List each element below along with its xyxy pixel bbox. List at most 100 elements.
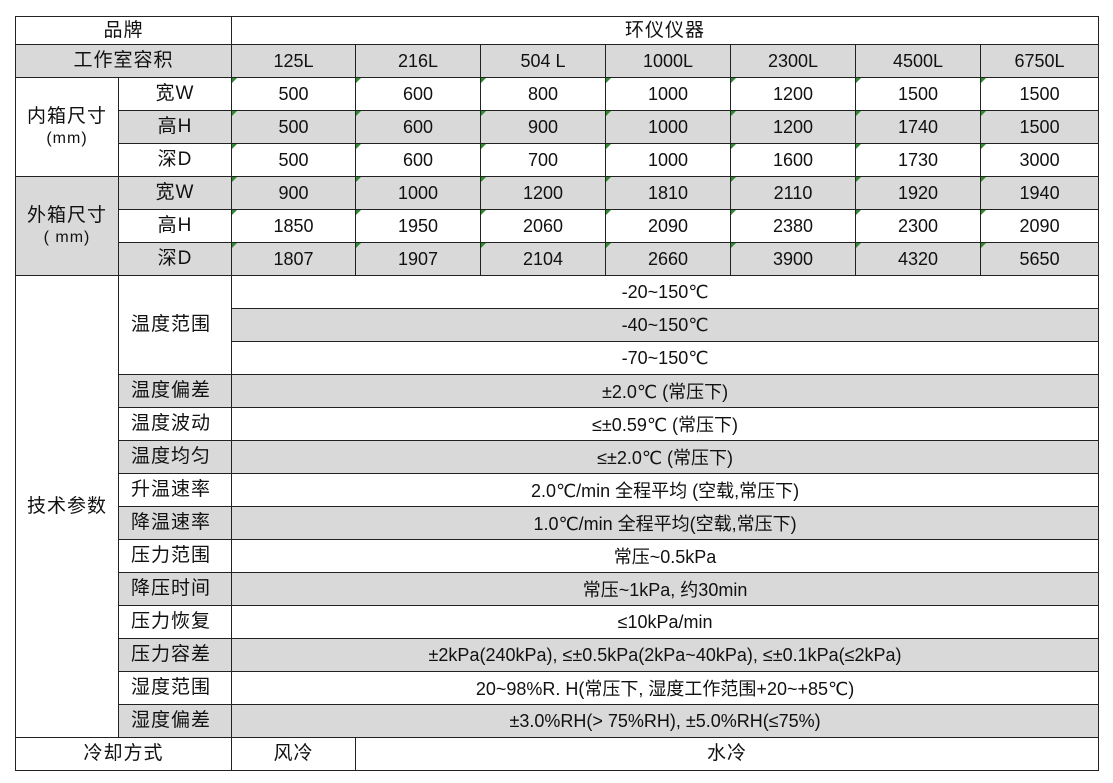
temp-range-row: -70~150℃: [16, 341, 1100, 375]
dimension-value: 1500: [855, 77, 982, 111]
dimension-value: 2300: [855, 209, 982, 243]
volume-header: 1000L: [605, 44, 732, 78]
dimension-value: 800: [480, 77, 607, 111]
tech-param-value: ±2.0℃ (常压下): [231, 374, 1100, 408]
tech-param-value: 2.0℃/min 全程平均 (空载,常压下): [231, 473, 1100, 507]
tech-param-value: ≤±2.0℃ (常压下): [231, 440, 1100, 474]
temp-range-row: 技术参数 温度范围 -20~150℃: [15, 275, 1100, 738]
dimension-label: 宽W: [117, 77, 233, 111]
tech-param-row: 压力范围 常压~0.5kPa: [16, 539, 1100, 573]
tech-param-name: 降压时间: [117, 572, 233, 606]
spec-table: 品牌 环仪仪器 工作室容积 125L 216L 504 L 1000L 2300L 450…: [14, 16, 1100, 771]
dimension-value: 2660: [605, 242, 732, 276]
tech-param-name: 压力范围: [117, 539, 233, 573]
tech-param-name: 压力恢复: [117, 605, 233, 639]
volume-header: 4500L: [855, 44, 982, 78]
dimension-value: 5650: [980, 242, 1100, 276]
cooling-water: 水冷: [355, 737, 1100, 771]
cooling-air: 风冷: [231, 737, 357, 771]
volume-label: 工作室容积: [14, 44, 233, 78]
dimension-label: 高H: [117, 209, 233, 243]
dimension-value: 900: [480, 110, 607, 144]
tech-param-row: 升温速率 2.0℃/min 全程平均 (空载,常压下): [16, 473, 1100, 507]
dimension-value: 1200: [730, 110, 857, 144]
outer-dim-row: 深D 1807 1907 2104 2660 3900 4320 5650: [16, 242, 1100, 276]
volume-header: 504 L: [480, 44, 607, 78]
dimension-value: 1950: [355, 209, 482, 243]
dimension-value: 1850: [231, 209, 357, 243]
dimension-value: 4320: [855, 242, 982, 276]
dimension-value: 500: [231, 143, 357, 177]
outer-dim-row: 外箱尺寸( mm) 宽W 900 1000 1200 1810 2110 1920 1940: [15, 176, 1100, 276]
temp-range-label: 温度范围: [117, 275, 233, 375]
tech-param-value: 1.0℃/min 全程平均(空载,常压下): [231, 506, 1100, 540]
outer-size-unit: ( mm): [43, 228, 91, 246]
inner-size-title: 内箱尺寸: [26, 106, 107, 128]
dimension-label: 深D: [117, 242, 233, 276]
tech-param-value: 常压~0.5kPa: [231, 539, 1100, 573]
dimension-value: 1730: [855, 143, 982, 177]
dimension-value: 2110: [730, 176, 857, 210]
dimension-value: 2090: [980, 209, 1100, 243]
tech-param-name: 降温速率: [117, 506, 233, 540]
inner-dim-row: 内箱尺寸 (mm) 宽W 500 600 800 1000 1200 1500 1500: [15, 77, 1100, 177]
dimension-value: 700: [480, 143, 607, 177]
dimension-value: 1810: [605, 176, 732, 210]
brand-label: 品牌: [14, 16, 233, 45]
tech-param-name: 压力容差: [117, 638, 233, 672]
temp-range-row: -40~150℃: [16, 308, 1100, 342]
dimension-value: 1500: [980, 110, 1100, 144]
dimension-value: 1500: [980, 77, 1100, 111]
inner-size-unit: (mm): [46, 129, 88, 147]
cooling-label: 冷却方式: [14, 737, 233, 771]
dimension-value: 1740: [855, 110, 982, 144]
outer-size-title: 外箱尺寸: [26, 205, 107, 227]
dimension-value: 3900: [730, 242, 857, 276]
dimension-value: 1000: [605, 77, 732, 111]
tech-param-name: 湿度范围: [117, 671, 233, 705]
volume-header: 125L: [231, 44, 357, 78]
dimension-value: 1000: [605, 110, 732, 144]
dimension-value: 600: [355, 77, 482, 111]
dimension-value: 1920: [855, 176, 982, 210]
dimension-label: 高H: [117, 110, 233, 144]
tech-param-row: 温度偏差 ±2.0℃ (常压下): [16, 374, 1100, 408]
outer-dim-row: 高H 1850 1950 2060 2090 2380 2300 2090: [16, 209, 1100, 243]
tech-params-label: 技术参数: [15, 275, 119, 738]
dimension-value: 600: [355, 143, 482, 177]
temp-range-value: -20~150℃: [231, 275, 1100, 309]
tech-param-value: 20~98%R. H(常压下, 湿度工作范围+20~+85℃): [231, 671, 1100, 705]
dimension-value: 1000: [355, 176, 482, 210]
tech-param-name: 升温速率: [117, 473, 233, 507]
dimension-value: 1000: [605, 143, 732, 177]
tech-param-value: ±2kPa(240kPa), ≤±0.5kPa(2kPa~40kPa), ≤±0…: [231, 638, 1100, 672]
dimension-value: 2090: [605, 209, 732, 243]
tech-param-row: 降温速率 1.0℃/min 全程平均(空载,常压下): [16, 506, 1100, 540]
dimension-value: 900: [231, 176, 357, 210]
tech-param-row: 湿度偏差 ±3.0%RH(> 75%RH), ±5.0%RH(≤75%): [16, 704, 1100, 738]
inner-dim-row: 高H 500 600 900 1000 1200 1740 1500: [16, 110, 1100, 144]
tech-param-name: 温度均匀: [117, 440, 233, 474]
dimension-value: 3000: [980, 143, 1100, 177]
tech-param-value: ±3.0%RH(> 75%RH), ±5.0%RH(≤75%): [231, 704, 1100, 738]
tech-param-name: 温度偏差: [117, 374, 233, 408]
inner-dim-row: 深D 500 600 700 1000 1600 1730 3000: [16, 143, 1100, 177]
dimension-value: 2060: [480, 209, 607, 243]
tech-param-name: 湿度偏差: [117, 704, 233, 738]
tech-param-row: 湿度范围 20~98%R. H(常压下, 湿度工作范围+20~+85℃): [16, 671, 1100, 705]
dimension-value: 1940: [980, 176, 1100, 210]
cooling-row: 冷却方式 风冷 水冷: [14, 737, 1100, 771]
dimension-value: 600: [355, 110, 482, 144]
volume-header: 6750L: [980, 44, 1100, 78]
tech-param-name: 温度波动: [117, 407, 233, 441]
dimension-value: 1807: [231, 242, 357, 276]
dimension-label: 深D: [117, 143, 233, 177]
dimension-value: 500: [231, 110, 357, 144]
dimension-value: 2380: [730, 209, 857, 243]
tech-param-row: 温度均匀 ≤±2.0℃ (常压下): [16, 440, 1100, 474]
volume-header: 2300L: [730, 44, 857, 78]
tech-param-value: ≤±0.59℃ (常压下): [231, 407, 1100, 441]
volume-row: 工作室容积 125L 216L 504 L 1000L 2300L 4500L 6750L: [14, 44, 1100, 78]
tech-param-value: 常压~1kPa, 约30min: [231, 572, 1100, 606]
temp-range-value: -70~150℃: [231, 341, 1100, 375]
